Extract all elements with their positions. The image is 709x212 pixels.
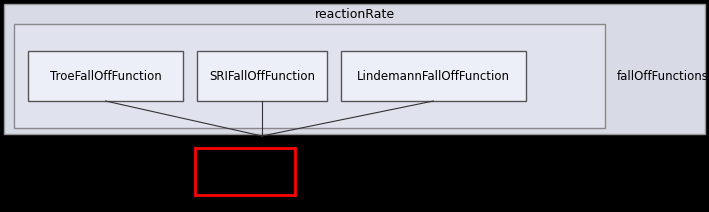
Text: reactionRate: reactionRate — [314, 7, 395, 21]
FancyBboxPatch shape — [14, 24, 605, 128]
Text: SRIFallOffFunction: SRIFallOffFunction — [209, 70, 315, 82]
FancyBboxPatch shape — [4, 4, 705, 134]
Text: fallOffFunctions: fallOffFunctions — [617, 70, 709, 82]
FancyBboxPatch shape — [341, 51, 526, 101]
FancyBboxPatch shape — [28, 51, 183, 101]
Text: TroeFallOffFunction: TroeFallOffFunction — [50, 70, 162, 82]
FancyBboxPatch shape — [197, 51, 327, 101]
FancyBboxPatch shape — [195, 148, 295, 195]
Text: LindemannFallOffFunction: LindemannFallOffFunction — [357, 70, 510, 82]
